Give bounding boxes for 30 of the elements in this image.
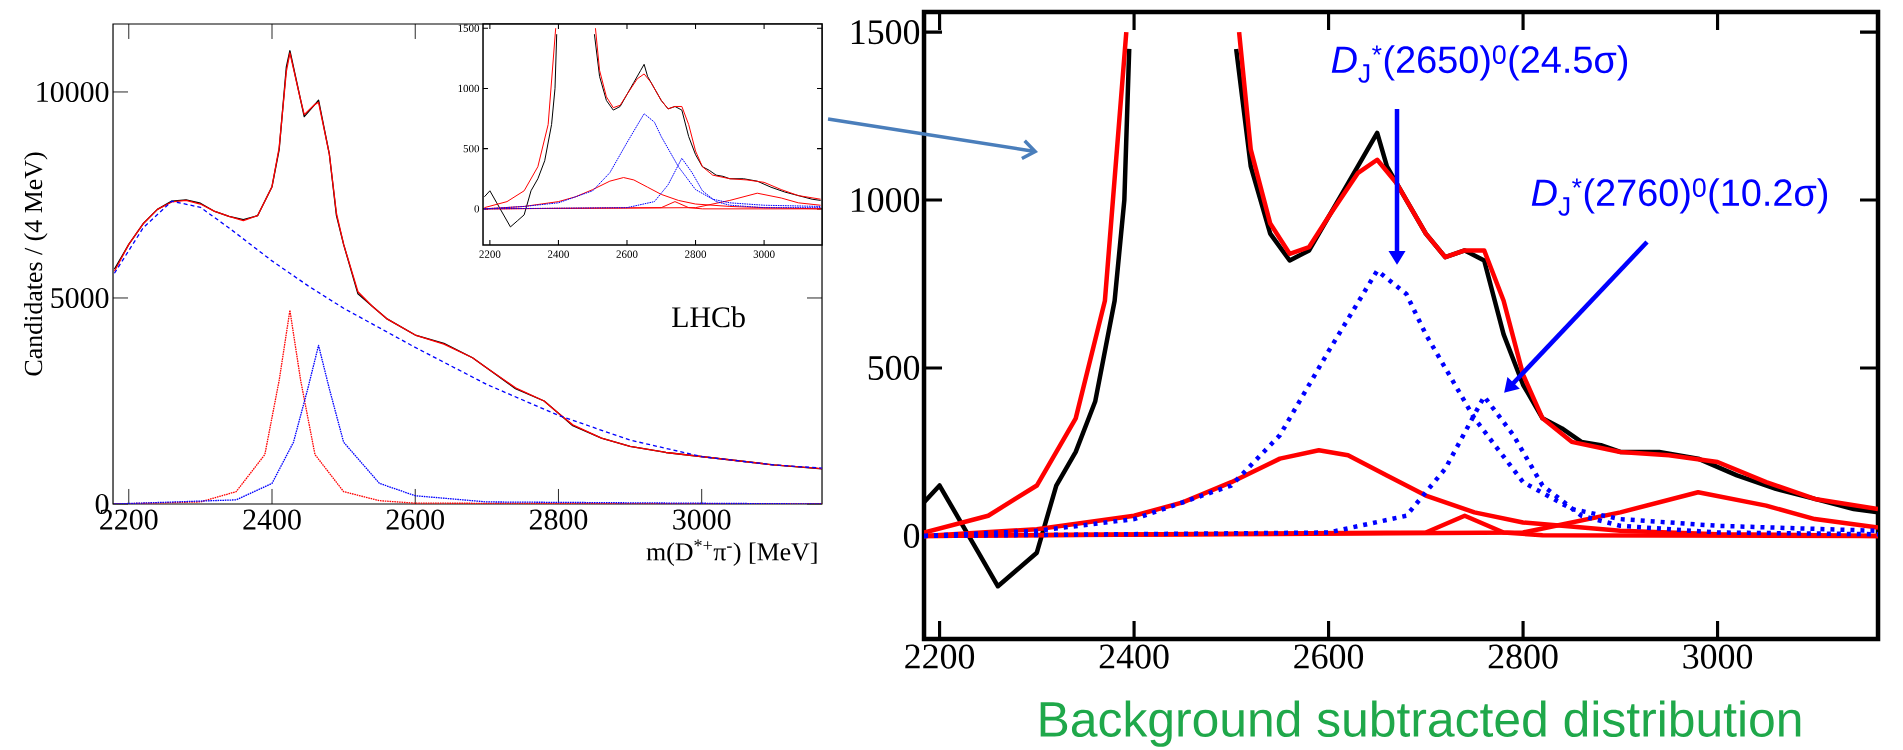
x-tick-label: 2200 [479, 250, 501, 258]
x-tick-label: 2400 [547, 250, 569, 258]
x-tick-label: 2600 [1294, 644, 1364, 669]
x-tick-label: 2200 [905, 644, 975, 669]
x-tick-label: 3000 [753, 250, 775, 258]
x-tick-label: 2400 [243, 509, 301, 530]
y-tick-label: 1500 [851, 20, 920, 45]
x-tick-label: 3000 [1683, 644, 1753, 669]
x-tick-label: 2800 [685, 250, 707, 258]
y-axis-title: Candidates / (4 MeV) [24, 152, 48, 376]
annotation: D$_{J}$$^{*}$(2760)$^{0}$(10.2σ) [1531, 178, 1828, 216]
y-tick-label: 1000 [458, 84, 480, 93]
x-axis-title: m(D$^{*+}$π$^{-}$) [MeV] [646, 539, 817, 566]
x-tick-label: 3000 [673, 509, 731, 530]
y-tick-label: 500 [868, 355, 920, 381]
x-tick-label: 2800 [1488, 644, 1558, 669]
x-tick-label: 2400 [1099, 644, 1169, 669]
y-tick-label: 0 [903, 523, 920, 548]
annotation: LHCb [672, 306, 745, 328]
x-tick-label: 2800 [529, 509, 588, 530]
y-tick-label: 1000 [851, 187, 920, 213]
y-tick-label: 500 [463, 144, 480, 153]
text: Background subtracted distribution [1040, 700, 1801, 747]
y-tick-label: 0 [474, 205, 480, 213]
y-tick-label: 10000 [37, 81, 109, 103]
x-tick-label: 2600 [386, 509, 444, 530]
y-tick-label: 5000 [51, 287, 109, 309]
y-tick-label: 1500 [458, 24, 480, 32]
annotation: D$_{J}$$^{*}$(2650)$^{0}$(24.5σ) [1331, 45, 1628, 83]
x-tick-label: 2600 [616, 250, 638, 258]
